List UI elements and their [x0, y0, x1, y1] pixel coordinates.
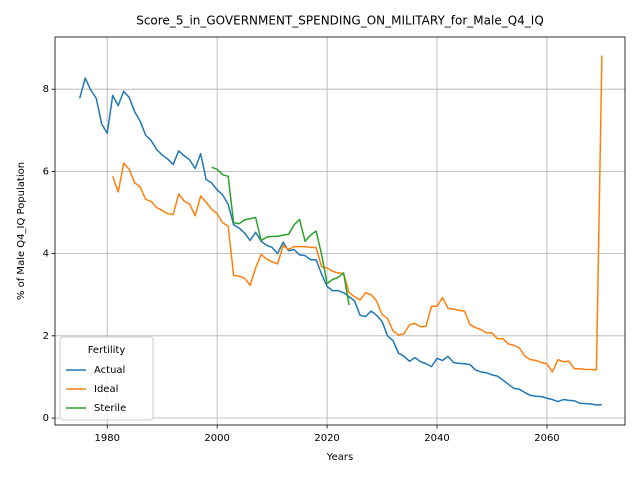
legend-label: Sterile [94, 403, 126, 414]
y-tick-label: 0 [43, 413, 49, 424]
x-tick-label: 2020 [314, 433, 339, 444]
x-tick-label: 2060 [534, 433, 559, 444]
legend-title: Fertility [88, 345, 126, 356]
series-line [79, 77, 602, 406]
y-axis-label: % of Male Q4_IQ Population [16, 162, 27, 300]
legend-label: Actual [94, 365, 125, 376]
y-tick-label: 2 [43, 331, 49, 342]
x-tick-label: 2040 [424, 433, 449, 444]
x-axis-label: Years [326, 452, 353, 463]
y-tick-label: 6 [43, 166, 49, 177]
legend-box [59, 336, 154, 421]
y-tick-label: 8 [43, 84, 49, 95]
x-tick-label: 1980 [94, 433, 119, 444]
series-line [112, 55, 603, 373]
series-line [211, 166, 350, 306]
plot-frame [54, 36, 626, 426]
chart-title: Score_5_in_GOVERNMENT_SPENDING_ON_MILITA… [136, 14, 544, 28]
y-tick-label: 4 [43, 249, 49, 260]
x-tick-label: 2000 [204, 433, 229, 444]
legend: Fertility Actual Ideal Sterile [59, 336, 154, 421]
legend-label: Ideal [94, 384, 118, 395]
